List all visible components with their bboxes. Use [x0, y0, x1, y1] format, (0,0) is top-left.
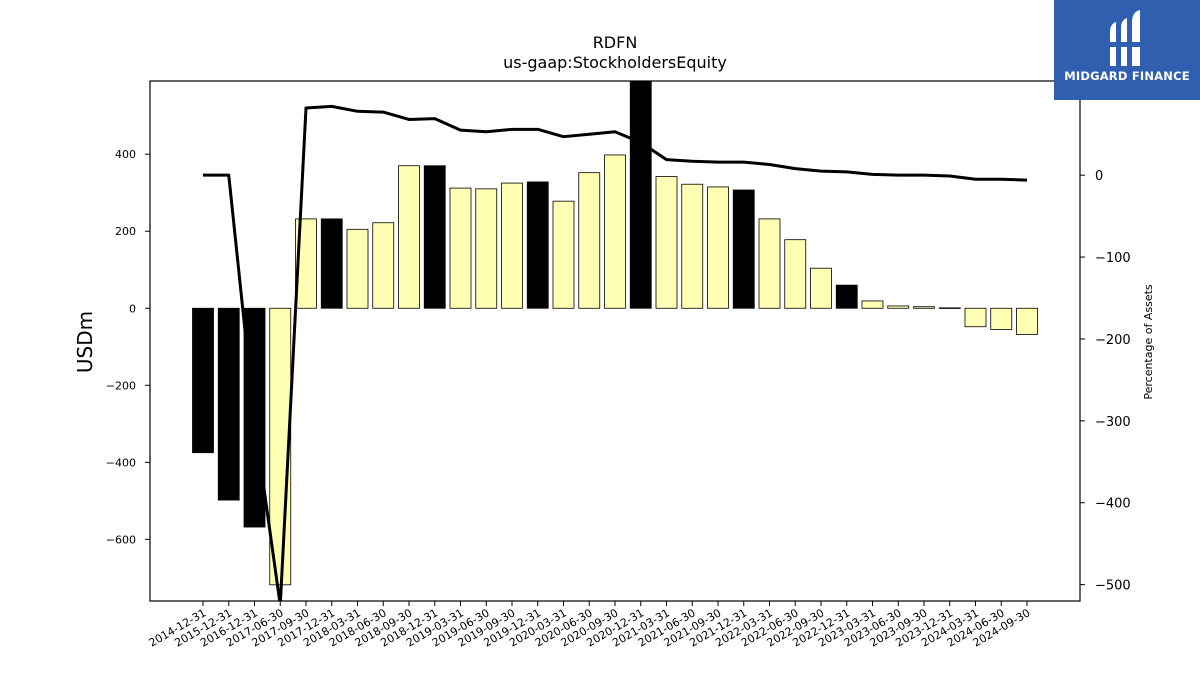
chart-title: RDFN [593, 33, 638, 52]
bar [964, 307, 987, 328]
y2-tick-label: −200 [1095, 333, 1131, 348]
y-tick-label: −600 [106, 533, 136, 546]
y-axis-label: USDm [73, 311, 97, 373]
bar [1016, 307, 1038, 335]
bar [655, 176, 678, 309]
bar [732, 189, 755, 309]
bar [758, 218, 781, 309]
bar [192, 307, 214, 454]
bar [835, 284, 858, 309]
y2-tick-label: −400 [1095, 497, 1131, 512]
bar [938, 307, 961, 309]
bar [423, 165, 446, 309]
y-tick-label: 400 [115, 148, 136, 161]
chart-subtitle: us-gaap:StockholdersEquity [503, 53, 727, 72]
y-tick-label: 200 [115, 225, 136, 238]
bar [707, 186, 729, 309]
bar [475, 188, 498, 309]
bar [578, 172, 601, 309]
bar [629, 81, 652, 309]
y2-tick-label: −500 [1095, 579, 1131, 594]
bar [217, 307, 240, 501]
bar [604, 154, 626, 309]
bar [398, 165, 420, 309]
bar [990, 307, 1013, 330]
y-tick-label: 0 [129, 302, 136, 315]
bar [501, 182, 523, 309]
bar [346, 228, 369, 309]
y2-axis-label: Percentage of Assets [1142, 284, 1155, 400]
bar [784, 239, 807, 309]
y2-tick-label: −100 [1095, 251, 1131, 266]
percent-of-assets-line [203, 104, 1028, 601]
bar [861, 300, 884, 309]
bar [887, 305, 910, 309]
bar [372, 222, 395, 309]
y-tick-label: −200 [106, 379, 136, 392]
bar [913, 306, 935, 309]
bar [320, 218, 343, 309]
logo-text: MIDGARD FINANCE [1064, 69, 1190, 83]
bar [449, 187, 472, 309]
bar [552, 200, 575, 309]
y2-tick-label: 0 [1095, 169, 1103, 184]
bar [681, 183, 704, 309]
bar [810, 267, 832, 309]
bar [526, 181, 549, 309]
logo-mark-icon [1108, 10, 1144, 66]
midgard-finance-logo: MIDGARD FINANCE [1054, 0, 1200, 100]
plot-area [192, 81, 1038, 601]
bar [295, 218, 317, 309]
y-tick-label: −400 [106, 456, 136, 469]
y2-tick-label: −300 [1095, 415, 1131, 430]
